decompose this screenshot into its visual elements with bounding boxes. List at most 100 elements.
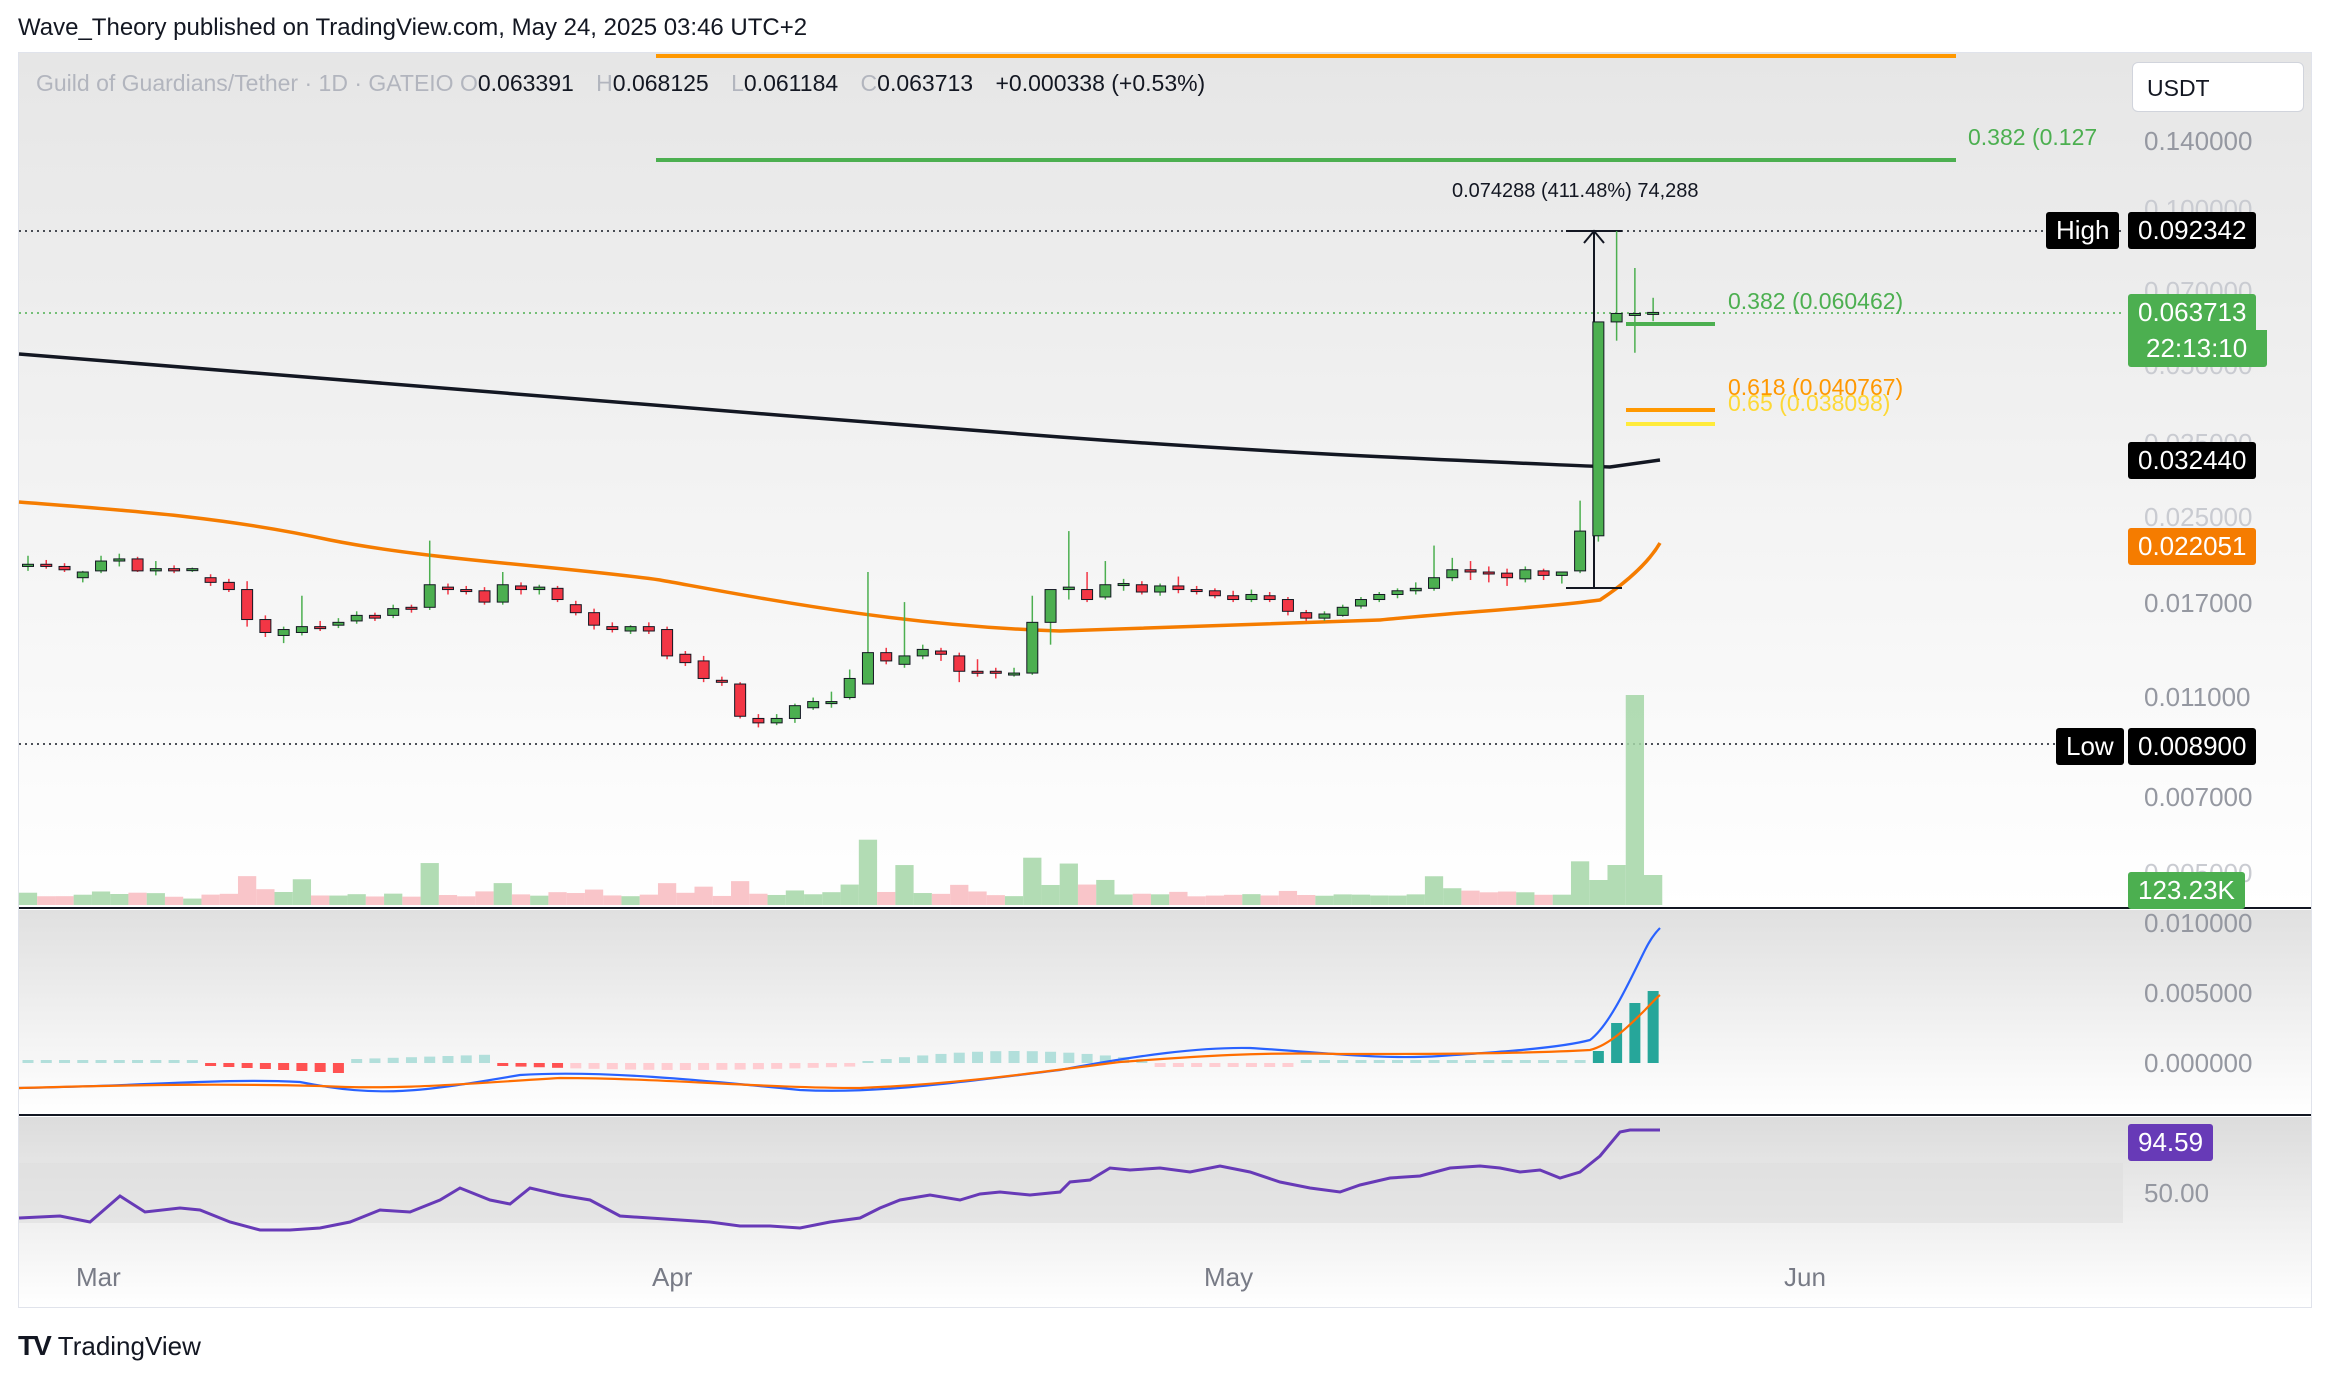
volume-bar: [1589, 880, 1608, 905]
close-key: C: [860, 70, 878, 96]
open-value: 0.063391: [477, 70, 574, 96]
volume-bar: [1242, 894, 1261, 905]
candle: [1464, 561, 1477, 581]
candle: [1044, 589, 1057, 645]
macd-bar: [789, 1063, 801, 1069]
volume-bar: [1479, 892, 1498, 905]
candle: [734, 682, 747, 719]
candle: [861, 572, 874, 685]
macd-bar: [1081, 1053, 1093, 1063]
candle: [1263, 592, 1276, 603]
volume-bar: [1114, 894, 1133, 905]
macd-bar: [150, 1060, 162, 1063]
currency-selector[interactable]: USDT: [2132, 62, 2304, 112]
rsi-line: [18, 1128, 1660, 1232]
volume-bar: [822, 892, 841, 905]
candle: [1154, 583, 1167, 596]
volume-bar: [731, 881, 750, 905]
candle: [350, 611, 363, 624]
rsi-label: 94.59: [2128, 1124, 2214, 1161]
ema-short-line: [18, 500, 1662, 633]
macd-bar: [1556, 1060, 1568, 1063]
high-tag: High: [2046, 212, 2120, 249]
candle: [898, 602, 911, 668]
macd-bar: [1099, 1055, 1111, 1063]
macd-bar: [1592, 1051, 1604, 1063]
macd-bar: [1465, 1060, 1477, 1063]
macd-bar: [168, 1060, 180, 1063]
signal-line: [18, 994, 1661, 1090]
symbol-title[interactable]: Guild of Guardians/Tether · 1D · GATEIO: [36, 70, 454, 96]
macd-bar: [898, 1057, 910, 1063]
macd-bar: [314, 1063, 326, 1072]
candle: [606, 622, 619, 633]
candle: [1647, 297, 1660, 322]
macd-bar: [1209, 1063, 1221, 1067]
volume-bar: [1260, 895, 1279, 905]
candle: [131, 556, 144, 573]
volume-bar: [402, 896, 421, 905]
candle: [788, 703, 801, 723]
volume-bar: [676, 892, 695, 905]
volume-bar: [1132, 893, 1151, 905]
candle: [515, 582, 528, 595]
macd-bar: [1318, 1060, 1330, 1063]
low-value-label: 0.008900: [2128, 728, 2257, 765]
volume-bar: [55, 896, 74, 905]
macd-bar: [369, 1058, 381, 1063]
month-mar: Mar: [76, 1262, 121, 1292]
last-price-label: 0.063713: [2128, 294, 2257, 331]
candle: [1062, 531, 1075, 600]
macd-bar: [698, 1063, 710, 1070]
macd-bar: [40, 1060, 52, 1063]
candle: [387, 604, 400, 619]
month-apr: Apr: [652, 1262, 693, 1292]
candle: [1336, 604, 1349, 617]
candle: [1373, 592, 1386, 603]
candle: [241, 581, 254, 627]
macd-bar: [1355, 1060, 1367, 1063]
volume-bar: [840, 884, 859, 905]
axis-tick-macd-0000: 0.000000: [2144, 1048, 2253, 1078]
volume-bar: [1607, 865, 1626, 905]
macd-bar: [661, 1063, 673, 1070]
volume-bar: [457, 896, 476, 905]
macd-bar: [588, 1063, 600, 1069]
candle: [880, 647, 893, 665]
volume-bar: [639, 894, 658, 905]
candle: [204, 574, 217, 586]
axis-tick-macd-0005: 0.005000: [2144, 978, 2253, 1008]
volume-bar: [986, 895, 1005, 905]
volume-bar: [201, 894, 220, 905]
axis-tick-macd-0010: 0.010000: [2144, 908, 2253, 938]
volume-bar: [37, 896, 56, 905]
fib-382-top-label: 0.382 (0.127: [1968, 124, 2098, 150]
candle: [1227, 590, 1240, 603]
macd-bar: [570, 1063, 582, 1069]
macd-bar: [479, 1054, 490, 1063]
macd-bar: [752, 1063, 764, 1070]
candle: [149, 561, 162, 576]
macd-bar: [972, 1051, 984, 1063]
macd-bar: [1045, 1051, 1057, 1063]
candle: [1208, 588, 1221, 599]
candle: [95, 555, 108, 574]
footer-brand[interactable]: TV TradingView: [18, 1330, 201, 1362]
macd-bar: [1373, 1060, 1385, 1063]
candle: [1172, 576, 1185, 594]
candle: [1592, 321, 1605, 542]
change-value: +0.000338 (+0.53%): [995, 70, 1206, 96]
axis-tick-0017: 0.017000: [2144, 588, 2253, 618]
volume-bar: [1315, 895, 1334, 905]
candle: [916, 644, 929, 660]
volume-bar: [1333, 894, 1352, 905]
macd-bar: [917, 1055, 929, 1063]
candle: [332, 618, 345, 629]
volume-bar: [530, 895, 549, 905]
volume-bar: [292, 879, 312, 905]
volume-bar: [1534, 894, 1553, 905]
candle: [405, 604, 418, 613]
candle: [715, 676, 728, 686]
candle: [113, 553, 126, 567]
